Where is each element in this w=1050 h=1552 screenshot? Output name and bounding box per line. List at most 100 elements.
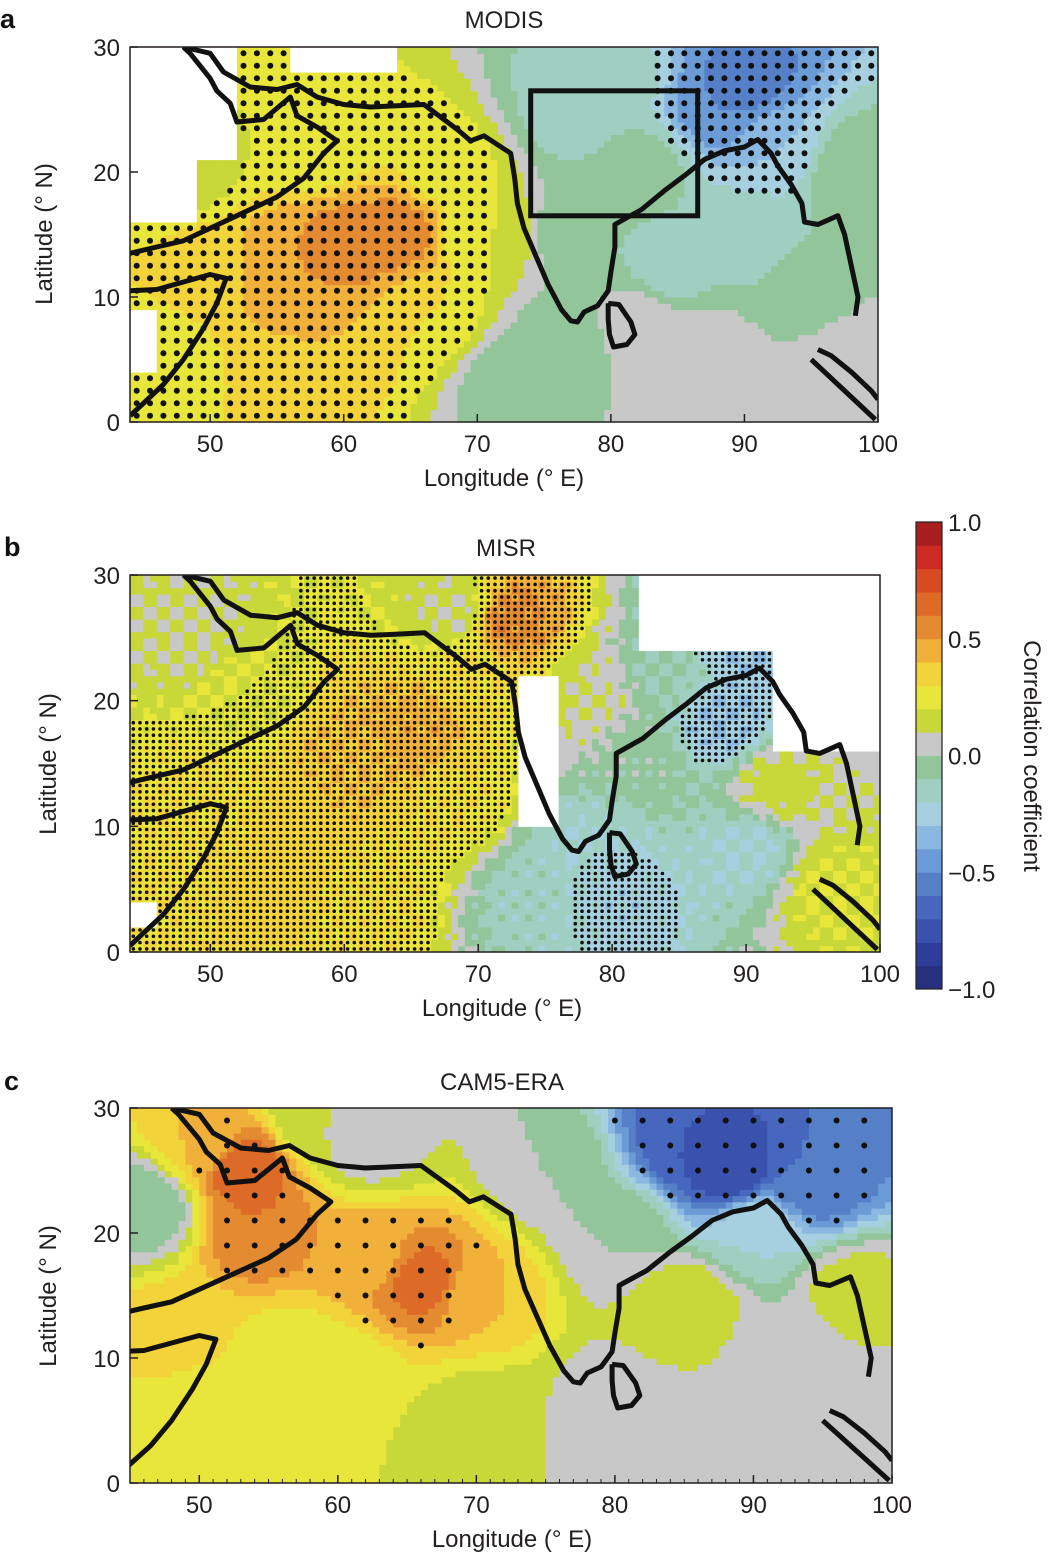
field-cell [677,253,685,261]
field-cell [203,340,211,348]
field-cell [270,290,278,298]
field-cell [811,265,819,273]
field-cell [724,265,732,273]
field-cell [557,353,565,361]
field-cell [397,215,405,223]
field-cell [283,272,291,279]
field-cell [330,284,338,292]
field-cell [323,153,331,161]
field-cell [290,415,298,422]
field-cell [310,147,318,154]
field-cell [871,409,878,417]
field-cell [484,309,492,317]
field-cell [724,309,732,317]
field-cell [724,297,732,304]
field-cell [183,190,191,198]
field-cell [390,272,398,279]
field-cell [544,247,552,254]
field-cell [811,353,819,361]
field-cell [397,409,405,417]
field-cell [437,278,445,286]
field-cell [176,247,185,254]
field-cell [644,284,652,292]
field-cell [383,222,392,229]
field-cell [557,153,565,161]
field-cell [490,397,498,404]
field-cell [417,322,425,329]
field-cell [463,372,472,379]
field-cell [256,272,265,279]
field-cell [804,415,812,422]
field-cell [477,247,485,254]
field-cell [797,153,806,161]
field-cell [443,365,452,373]
field-cell [163,365,171,373]
field-cell [303,284,311,292]
field-cell [190,290,198,298]
field-cell [858,353,866,361]
field-cell [751,172,759,179]
field-cell [744,340,752,348]
field-cell [737,384,746,392]
field-cell [163,403,171,411]
field-cell [363,409,372,417]
field-cell [590,290,599,298]
field-cell [390,415,398,422]
field-cell [410,297,418,304]
field-cell [403,290,412,298]
field-cell [504,228,512,235]
field-cell [130,384,138,392]
field-cell [203,353,211,361]
field-cell [490,290,498,298]
field-cell [377,403,385,411]
field-cell [156,190,164,198]
field-cell [477,178,485,186]
field-cell [423,190,432,198]
field-cell [457,384,465,392]
field-cell [791,215,799,223]
field-cell [370,203,378,211]
field-cell [644,240,652,248]
field-cell [691,297,699,304]
field-cell [751,203,759,211]
field-cell [864,272,872,279]
field-cell [811,403,819,411]
field-cell [343,365,351,373]
field-cell [497,209,505,217]
field-cell [143,290,151,298]
field-cell [297,184,305,192]
field-cell [196,322,205,329]
field-cell [777,272,786,279]
field-cell [697,184,705,192]
field-cell [784,347,792,354]
field-cell [196,347,205,354]
field-cell [170,334,178,342]
field-cell [864,165,872,173]
field-cell [397,303,405,311]
field-cell [504,309,512,317]
field-cell [143,340,151,348]
field-cell [397,340,405,348]
field-cell [751,290,759,298]
field-cell [457,353,465,361]
field-cell [851,209,859,217]
field-cell [230,290,238,298]
field-cell [671,284,679,292]
field-cell [403,409,412,417]
field-cell [484,303,492,311]
field-cell [370,140,378,148]
field-cell [671,165,679,173]
field-cell [323,203,331,211]
field-cell [537,234,545,242]
field-cell [210,228,218,235]
field-cell [824,378,832,386]
field-cell [490,172,498,179]
field-cell [403,228,412,235]
field-cell [844,265,852,273]
field-cell [303,215,311,223]
field-cell [664,153,672,161]
field-cell [524,278,532,286]
field-cell [303,234,311,242]
field-cell [864,309,872,317]
field-cell [143,240,151,248]
